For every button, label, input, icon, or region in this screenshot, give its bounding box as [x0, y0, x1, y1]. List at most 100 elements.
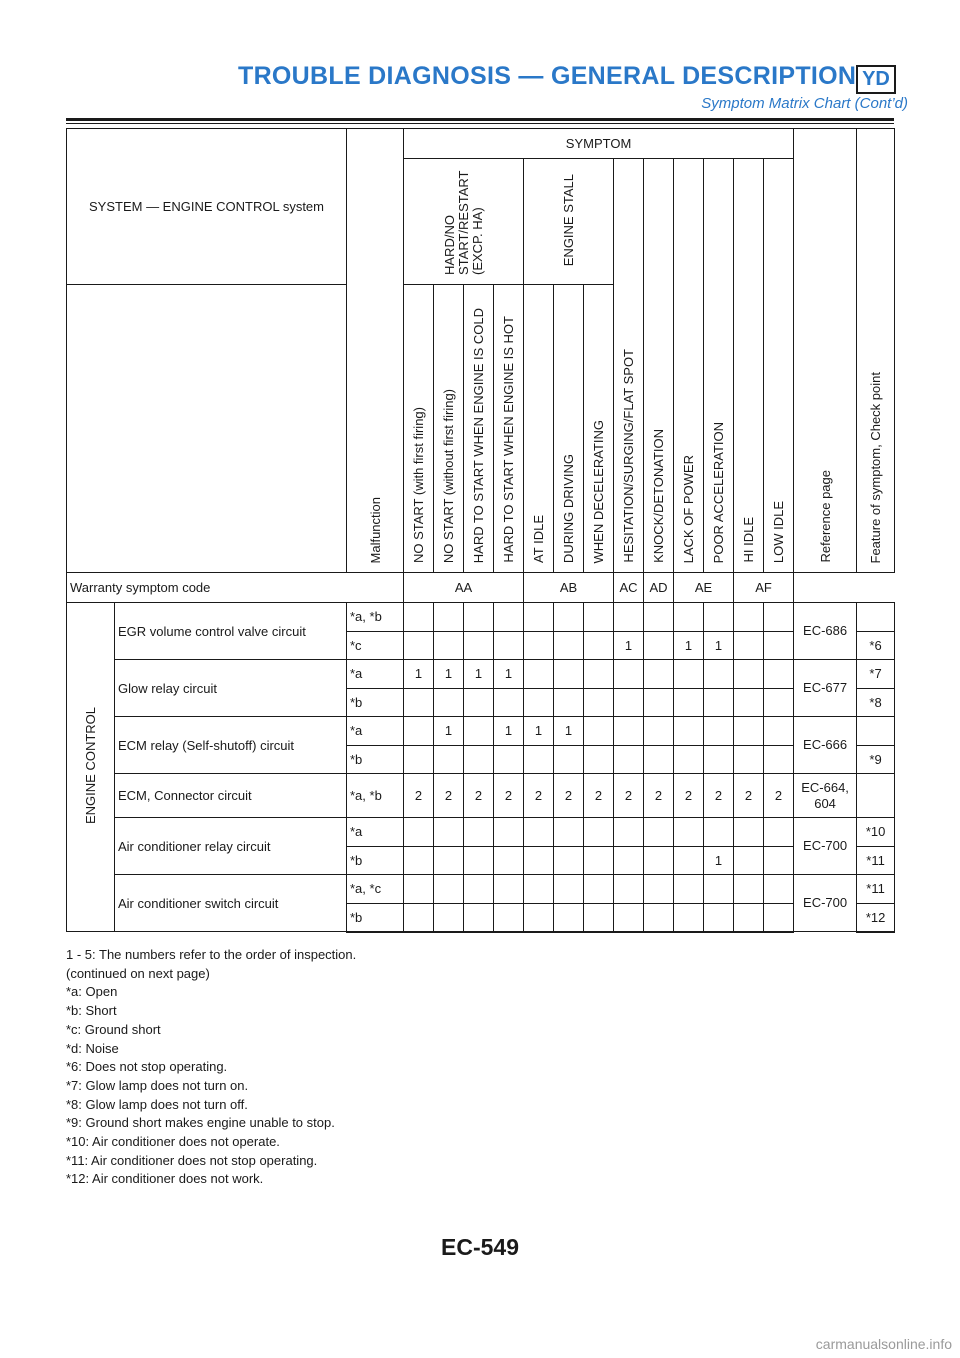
warranty-code: AE	[694, 580, 713, 595]
symptom-cell	[463, 602, 494, 632]
page-number: EC-549	[441, 1234, 519, 1260]
column-label: HARD TO START WHEN ENGINE IS COLD	[471, 307, 486, 563]
malfunction-cell: *b	[346, 845, 404, 875]
symptom-cell	[493, 817, 524, 847]
symptom-cell	[673, 687, 704, 717]
reference-cell: EC-700	[793, 817, 858, 875]
table-row: *b *8	[67, 687, 896, 717]
symptom-cell: 2	[493, 773, 524, 818]
symptom-cell	[673, 716, 704, 746]
system-header-cell: SYSTEM — ENGINE CONTROL system	[66, 128, 347, 285]
symptom-cell: 1	[403, 659, 434, 689]
symptom-cell: 2	[433, 773, 464, 818]
item-name: ECM, Connector circuit	[118, 788, 252, 803]
column-label: AT IDLE	[531, 515, 546, 563]
symptom-cell	[613, 817, 644, 847]
hard-start-group-label: HARD/NO START/RESTART (EXCP. HA)	[441, 170, 485, 275]
symptom-cell	[643, 659, 674, 689]
symptom-cell	[523, 874, 554, 904]
column-label: LOW IDLE	[771, 500, 787, 563]
column-label: NO START (with first firing)	[411, 406, 426, 563]
symptom-cell	[463, 716, 494, 746]
feature-cell	[856, 716, 896, 746]
symptom-cell	[703, 687, 734, 717]
col-header-low-idle: LOW IDLE	[762, 158, 795, 573]
malfunction-cell: *c	[346, 630, 404, 660]
symptom-cell	[762, 874, 795, 904]
reference-cell: EC-700	[793, 874, 858, 932]
symptom-cell	[523, 845, 554, 875]
reference-cell: EC-686	[793, 602, 858, 660]
symptom-cell	[523, 817, 554, 847]
symptom-cell	[493, 687, 524, 717]
col-header-hesitation: HESITATION/SURGING/FLAT SPOT	[613, 158, 644, 573]
footnote-line: *7: Glow lamp does not turn on.	[66, 1077, 249, 1093]
symptom-cell	[643, 845, 674, 875]
symptom-cell	[433, 630, 464, 660]
symptom-cell: 2	[762, 773, 795, 818]
symptom-cell: 1	[553, 716, 584, 746]
engine-stall-group-label: ENGINE STALL	[561, 173, 576, 267]
warranty-code-cell: AB	[523, 572, 614, 603]
symptom-cell	[762, 630, 795, 660]
symptom-cell	[553, 687, 584, 717]
item-name: ECM relay (Self-shutoff) circuit	[118, 737, 295, 753]
feature-label: Feature of symptom, Check point	[868, 371, 884, 563]
symptom-cell	[433, 902, 464, 933]
symptom-cell	[673, 845, 704, 875]
col-header-decelerating: WHEN DECELERATING	[583, 284, 614, 573]
col-header-hard-cold: HARD TO START WHEN ENGINE IS COLD	[463, 284, 494, 573]
table-row: ECM, Connector circuit *a, *b 2 2 2 2 2 2 2 2 2 2 2 2…	[67, 773, 896, 818]
column-label: POOR ACCELERATION	[711, 421, 726, 563]
symptom-cell	[643, 630, 674, 660]
hard-start-group-cell: HARD/NO START/RESTART (EXCP. HA)	[403, 158, 524, 285]
system-label: SYSTEM — ENGINE CONTROL system	[89, 199, 324, 214]
feature-cell: *7	[856, 659, 896, 689]
malfunction-cell: *b	[346, 687, 404, 717]
warranty-code: AF	[755, 580, 772, 595]
symptom-cell	[433, 744, 464, 774]
table-row: *b *12	[67, 902, 896, 933]
symptom-cell	[703, 602, 734, 632]
column-label: KNOCK/DETONATION	[651, 429, 666, 563]
column-label: WHEN DECELERATING	[591, 419, 606, 564]
col-header-poor-acceleration: POOR ACCELERATION	[703, 158, 734, 573]
symptom-cell	[703, 744, 734, 774]
item-name: EGR volume control valve circuit	[118, 623, 306, 639]
symptom-cell: 1	[523, 716, 554, 746]
symptom-cell: 1	[463, 659, 494, 689]
symptom-label: SYMPTOM	[565, 136, 632, 151]
category-cell: ENGINE CONTROL	[66, 602, 115, 932]
warranty-code: AD	[649, 580, 668, 595]
symptom-cell	[733, 687, 764, 717]
col-header-lack-of-power: LACK OF POWER	[673, 158, 704, 573]
symptom-cell	[762, 659, 795, 689]
malfunction-cell: *a, *b	[346, 602, 404, 632]
symptom-header-cell: SYMPTOM	[402, 128, 795, 159]
malfunction-cell: *b	[346, 902, 404, 933]
feature-header-cell: Feature of symptom, Check point	[856, 128, 896, 573]
footnote-line: *11: Air conditioner does not stop opera…	[66, 1152, 318, 1168]
item-name-cell: ECM, Connector circuit	[114, 773, 347, 818]
symptom-cell	[523, 687, 554, 717]
symptom-cell	[703, 874, 734, 904]
symptom-cell	[583, 602, 614, 632]
symptom-cell	[523, 659, 554, 689]
symptom-cell	[493, 845, 524, 875]
engine-stall-group-cell: ENGINE STALL	[523, 158, 614, 285]
symptom-cell	[643, 716, 674, 746]
symptom-cell	[493, 744, 524, 774]
header-rule-thin	[66, 123, 894, 124]
symptom-cell	[553, 845, 584, 875]
footnote-line: *12: Air conditioner does not work.	[66, 1171, 264, 1187]
warranty-code: AC	[619, 580, 638, 595]
page-title: TROUBLE DIAGNOSIS — GENERAL DESCRIPTION	[238, 62, 857, 90]
symptom-cell	[403, 874, 434, 904]
reference-page-label: Reference page	[817, 470, 833, 563]
table-row: Air conditioner relay circuit *a EC-700 *10	[67, 817, 896, 875]
symptom-cell	[643, 602, 674, 632]
symptom-cell	[403, 716, 434, 746]
symptom-cell	[673, 902, 704, 933]
symptom-cell	[643, 744, 674, 774]
symptom-cell	[613, 902, 644, 933]
